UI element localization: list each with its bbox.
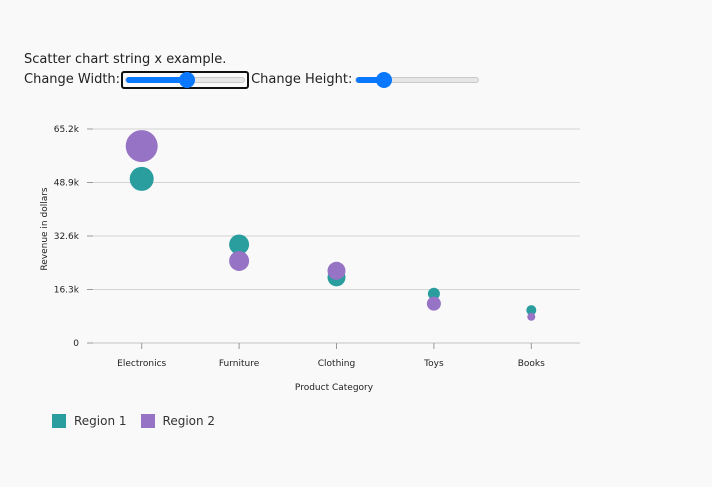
x-tick-label: Toys <box>423 359 444 369</box>
data-point-region-1[interactable] <box>129 166 154 191</box>
height-slider-thumb[interactable] <box>375 72 392 88</box>
y-tick-label: 65.2k <box>54 125 80 135</box>
data-point-region-1[interactable] <box>427 287 440 300</box>
x-axis-label: Product Category <box>295 383 374 393</box>
height-slider-fill <box>356 77 385 83</box>
data-point-region-1[interactable] <box>526 305 537 316</box>
legend-item[interactable]: Region 1 <box>52 414 127 428</box>
chart-caption: Scatter chart string x example. <box>24 52 227 67</box>
y-axis-label: Revenue in dollars <box>40 187 50 271</box>
x-tick-label: Electronics <box>117 359 166 369</box>
legend: Region 1 Region 2 <box>52 414 229 428</box>
data-point-region-2[interactable] <box>527 312 536 321</box>
legend-label: Region 2 <box>162 414 216 428</box>
x-axis: Electronics Furniture Clothing Toys Books <box>93 342 580 369</box>
legend-item[interactable]: Region 2 <box>140 414 216 428</box>
width-slider-thumb[interactable] <box>179 72 196 88</box>
y-tick-label: 16.3k <box>54 286 80 296</box>
legend-swatch <box>52 414 66 428</box>
gridlines <box>93 128 580 290</box>
height-slider-track[interactable] <box>355 77 480 83</box>
height-slider[interactable] <box>353 71 481 89</box>
x-tick-label: Clothing <box>318 359 355 369</box>
y-tick-label: 32.6k <box>54 232 80 242</box>
y-tick-label: 0 <box>73 339 79 349</box>
data-point-region-2[interactable] <box>327 261 346 280</box>
scatter-chart: 0 16.3k 32.6k 48.9k 65.2k Electronics Furnitu… <box>40 125 580 393</box>
legend-label: Region 1 <box>74 414 127 428</box>
controls-panel: Scatter chart string x example. Change W… <box>24 50 481 90</box>
width-label: Change Width: <box>24 72 121 87</box>
caption-row: Scatter chart string x example. <box>24 50 481 70</box>
y-tick-label: 48.9k <box>54 179 80 189</box>
width-slider-fill <box>126 77 189 83</box>
data-point-region-2[interactable] <box>229 250 250 271</box>
data-point-region-2[interactable] <box>125 130 158 163</box>
data-points <box>125 130 537 321</box>
slider-row: Change Width: Change Height: <box>24 70 481 90</box>
x-tick-label: Books <box>518 359 545 369</box>
data-point-region-2[interactable] <box>426 296 441 311</box>
width-slider[interactable] <box>121 71 250 89</box>
x-tick-label: Furniture <box>219 359 260 369</box>
y-axis: 0 16.3k 32.6k 48.9k 65.2k <box>54 125 93 349</box>
data-point-region-1[interactable] <box>229 234 250 255</box>
height-label: Change Height: <box>251 72 353 87</box>
legend-swatch <box>140 414 155 428</box>
